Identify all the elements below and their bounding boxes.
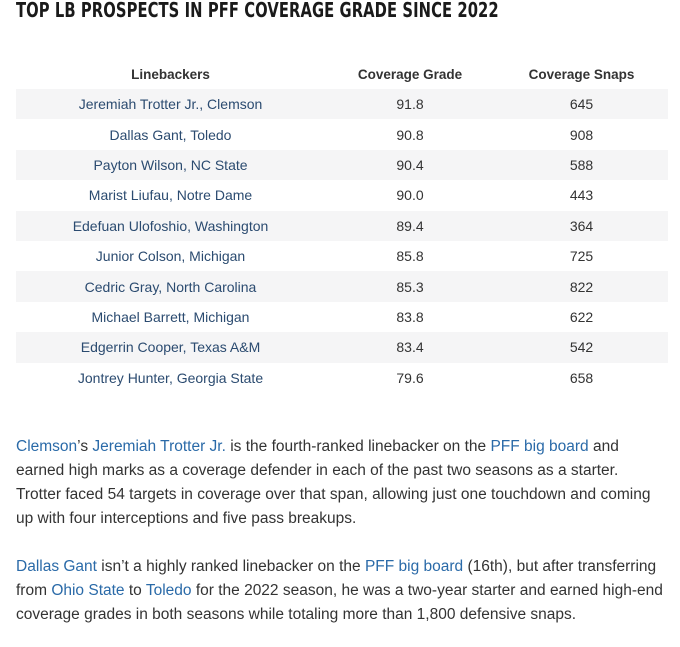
jeremiah-trotter-link[interactable]: Jeremiah Trotter Jr. [92, 438, 226, 455]
table-header-row: Linebackers Coverage Grade Coverage Snap… [16, 59, 668, 89]
table-row: Marist Liufau, Notre Dame 90.0 443 [16, 180, 668, 210]
ohio-state-link[interactable]: Ohio State [51, 582, 125, 599]
grade-cell: 83.8 [396, 308, 424, 325]
article-paragraph-gant: Dallas Gant isn’t a highly ranked lineba… [16, 555, 666, 627]
pff-big-board-link[interactable]: PFF big board [364, 558, 464, 575]
paragraph-text: for the 2022 season, he was a two-year s… [16, 582, 663, 623]
table-row: Edgerrin Cooper, Texas A&M 83.4 542 [16, 332, 668, 363]
snaps-cell: 908 [569, 126, 594, 143]
snaps-cell: 822 [495, 271, 668, 302]
player-cell: Dallas Gant, Toledo [109, 126, 232, 143]
snaps-cell: 364 [495, 210, 668, 241]
player-cell: Edefuan Ulofoshio, Washington [16, 210, 325, 241]
paragraph-text: ’s [77, 438, 93, 455]
column-header-coverage-snaps: Coverage Snaps [528, 66, 635, 82]
pff-big-board-link[interactable]: PFF big board [490, 438, 589, 455]
dallas-gant-link[interactable]: Dallas Gant [16, 558, 97, 575]
paragraph-text: isn’t a highly ranked linebacker on the [96, 558, 365, 575]
snaps-cell: 645 [495, 89, 668, 120]
grade-cell: 90.4 [325, 149, 495, 181]
player-cell: Junior Colson, Michigan [95, 248, 246, 265]
clemson-link[interactable]: Clemson [16, 438, 78, 455]
toledo-link[interactable]: Toledo [145, 582, 192, 599]
paragraph-text: and earned high marks as a coverage defe… [16, 438, 651, 527]
grade-cell: 85.8 [396, 248, 424, 265]
table-row: Jontrey Hunter, Georgia State 79.6 658 [16, 363, 668, 393]
grade-cell: 85.3 [325, 271, 495, 302]
grade-cell: 89.4 [325, 210, 495, 241]
player-cell: Payton Wilson, NC State [16, 149, 325, 181]
article-paragraph-trotter: Clemson’s Jeremiah Trotter Jr. is the fo… [16, 435, 666, 531]
snaps-cell: 542 [495, 332, 668, 363]
table-row: Edefuan Ulofoshio, Washington 89.4 364 [16, 210, 668, 241]
player-cell: Michael Barrett, Michigan [91, 308, 250, 325]
player-cell: Edgerrin Cooper, Texas A&M [16, 332, 325, 363]
table-row: Payton Wilson, NC State 90.4 588 [16, 149, 668, 181]
column-header-linebackers: Linebackers [131, 66, 210, 82]
grade-cell: 90.0 [396, 187, 424, 204]
column-header-coverage-grade: Coverage Grade [357, 66, 463, 82]
table-title: TOP LB PROSPECTS IN PFF COVERAGE GRADE S… [16, 0, 499, 22]
player-cell: Jontrey Hunter, Georgia State [77, 369, 264, 386]
player-cell: Marist Liufau, Notre Dame [88, 187, 253, 204]
table-row: Junior Colson, Michigan 85.8 725 [16, 241, 668, 271]
snaps-cell: 725 [569, 248, 594, 265]
grade-cell: 91.8 [325, 89, 495, 120]
table-row: Dallas Gant, Toledo 90.8 908 [16, 119, 668, 149]
paragraph-text: (16th), but after transferring from [16, 558, 657, 599]
player-cell: Cedric Gray, North Carolina [16, 271, 325, 302]
table-row: Cedric Gray, North Carolina 85.3 822 [16, 271, 668, 302]
table-row: Jeremiah Trotter Jr., Clemson 91.8 645 [16, 89, 668, 120]
snaps-cell: 443 [569, 187, 594, 204]
snaps-cell: 588 [495, 149, 668, 181]
grade-cell: 83.4 [325, 332, 495, 363]
grade-cell: 90.8 [396, 126, 424, 143]
paragraph-text: to [124, 582, 146, 599]
snaps-cell: 658 [569, 369, 594, 386]
coverage-grade-table: Linebackers Coverage Grade Coverage Snap… [16, 59, 668, 393]
grade-cell: 79.6 [396, 369, 424, 386]
snaps-cell: 622 [569, 308, 594, 325]
player-cell: Jeremiah Trotter Jr., Clemson [16, 89, 325, 120]
table-row: Michael Barrett, Michigan 83.8 622 [16, 302, 668, 332]
paragraph-text: is the fourth-ranked linebacker on the [225, 438, 491, 455]
